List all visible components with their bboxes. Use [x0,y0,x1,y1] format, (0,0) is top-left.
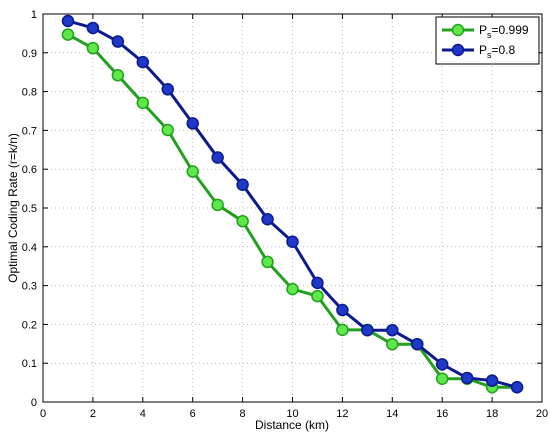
series-1-point [161,123,174,137]
x-tick-label: 6 [190,408,196,420]
y-tick-label: 0.9 [22,48,37,60]
series-2-point [186,117,199,130]
grid-lines [43,14,542,402]
series-1-point [261,255,274,269]
legend-marker-series-1 [451,23,465,37]
legend-label-series-2: Ps=0.8 [479,43,516,60]
series-2-point [411,337,424,351]
series-group [61,14,524,394]
series-2-point [311,276,324,290]
y-tick-label: 0.3 [22,281,37,293]
series-2-point [286,235,299,249]
y-tick-label: 0.1 [22,358,37,370]
series-2-point [61,14,75,28]
series-2-point [336,303,349,317]
y-tick-label: 0.8 [22,87,37,99]
x-tick-label: 0 [40,408,46,420]
series-1-point [286,282,299,296]
y-tick-label: 0 [31,397,37,409]
legend-label-series-1: Ps=0.999 [479,23,529,40]
x-tick-label: 18 [486,408,498,420]
y-tick-label: 1 [31,9,37,21]
legend-label-sub: s [487,30,492,40]
legend-label-sub: s [487,50,492,60]
y-tick-label: 0.4 [22,242,37,254]
x-tick-label: 16 [436,408,448,420]
series-2-point [211,151,224,164]
x-tick-label: 10 [286,408,298,420]
series-2-point [510,381,524,394]
y-tick-label: 0.7 [22,125,37,137]
legend-marker-series-2 [451,43,465,57]
axis-ticks: 0 2 4 6 8 10 12 14 16 18 20 0 0.1 0.2 0.3 0.4 0.5 0.6 0.7 0… [22,9,548,420]
series-2-point [236,178,249,191]
x-tick-label: 8 [240,408,246,420]
series-1-point [386,337,399,351]
legend-label-rest: =0.8 [492,43,516,57]
y-axis-label: Optimal Coding Rate (r=k/n) [6,133,20,283]
series-2-point [261,213,274,226]
series-1-point [336,323,349,337]
series-2-point [136,55,150,69]
legend-label-main: P [479,23,487,37]
series-2-point [161,83,174,96]
x-axis-label: Distance (km) [255,418,329,432]
series-2-point [361,323,374,337]
series-2-point [485,374,499,387]
legend: Ps=0.999 Ps=0.8 [435,16,540,65]
y-tick-label: 0.6 [22,164,37,176]
series-1-point [435,372,449,385]
series-2-point [435,358,449,371]
series-1-point [136,96,150,110]
series-2-point [111,35,125,48]
series-1-point [211,198,224,212]
legend-label-rest: =0.999 [492,23,529,37]
x-tick-label: 2 [90,408,96,420]
series-2-point [86,21,100,35]
legend-label-main: P [479,43,487,57]
series-1-point [61,28,75,41]
legend-box [435,16,540,65]
series-1-point [311,289,324,303]
series-1-point [186,165,199,178]
series-1-point [236,214,249,228]
x-tick-label: 12 [336,408,348,420]
x-tick-label: 4 [140,408,146,420]
series-2-point [460,371,474,385]
y-tick-label: 0.2 [22,319,37,331]
x-tick-label: 14 [386,408,398,420]
series-1-point [111,69,125,82]
series-1-point [86,41,100,55]
series-2-point [386,323,399,337]
x-tick-label: 20 [536,408,548,420]
y-tick-label: 0.5 [22,203,37,215]
